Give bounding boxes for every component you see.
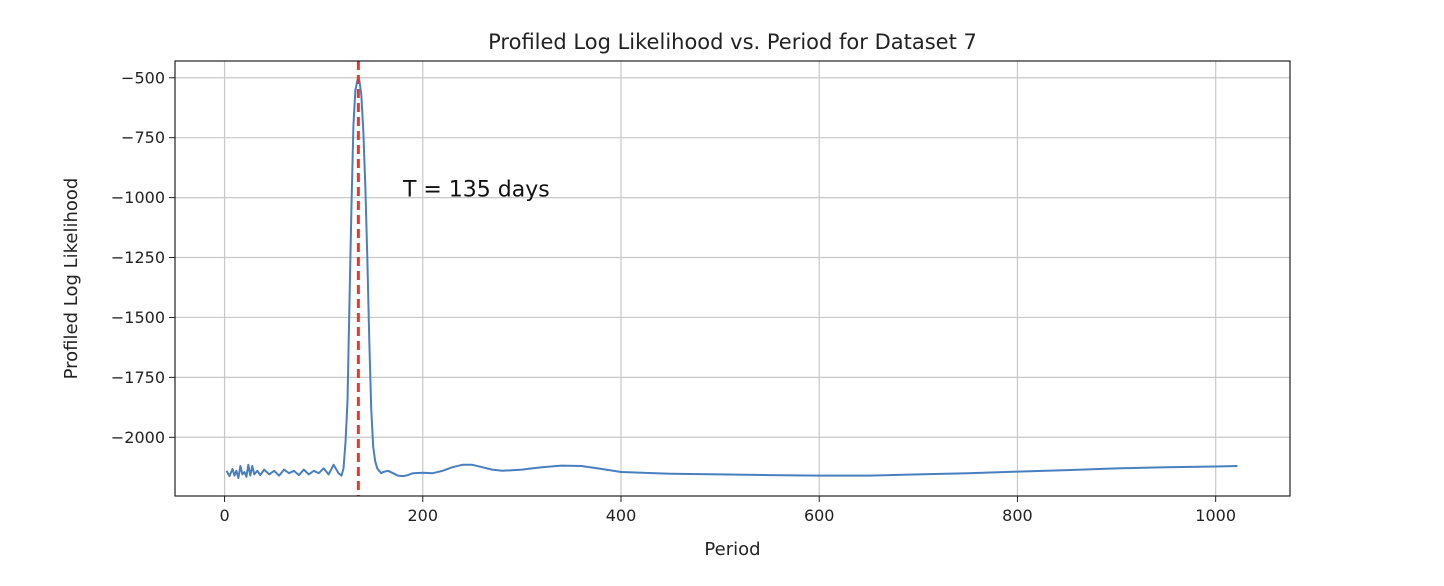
x-axis-title: Period <box>704 539 760 560</box>
x-tick-label: 0 <box>219 506 229 525</box>
period-annotation: T = 135 days <box>402 177 550 202</box>
x-tick-label: 1000 <box>1195 506 1236 525</box>
grid <box>175 61 1290 496</box>
y-tick-label: −1250 <box>111 248 165 267</box>
series-layer <box>225 76 1238 479</box>
y-tick-label: −500 <box>121 68 165 87</box>
x-tick-label: 600 <box>804 506 835 525</box>
x-tick-label: 200 <box>408 506 439 525</box>
series-line <box>225 76 1238 479</box>
y-axis-ticks: −500 −750 −1000 −1250 −1500 −1750 −2000 <box>111 68 175 447</box>
y-tick-label: −2000 <box>111 428 165 447</box>
x-axis-ticks: 0 200 400 600 800 1000 <box>219 496 1236 525</box>
y-tick-label: −1000 <box>111 188 165 207</box>
x-tick-label: 800 <box>1002 506 1033 525</box>
y-tick-label: −750 <box>121 128 165 147</box>
y-tick-label: −1500 <box>111 308 165 327</box>
x-tick-label: 400 <box>606 506 637 525</box>
y-tick-label: −1750 <box>111 368 165 387</box>
chart-title: Profiled Log Likelihood vs. Period for D… <box>488 30 977 54</box>
plot-frame <box>174 60 1291 497</box>
y-axis-title: Profiled Log Likelihood <box>61 178 82 380</box>
